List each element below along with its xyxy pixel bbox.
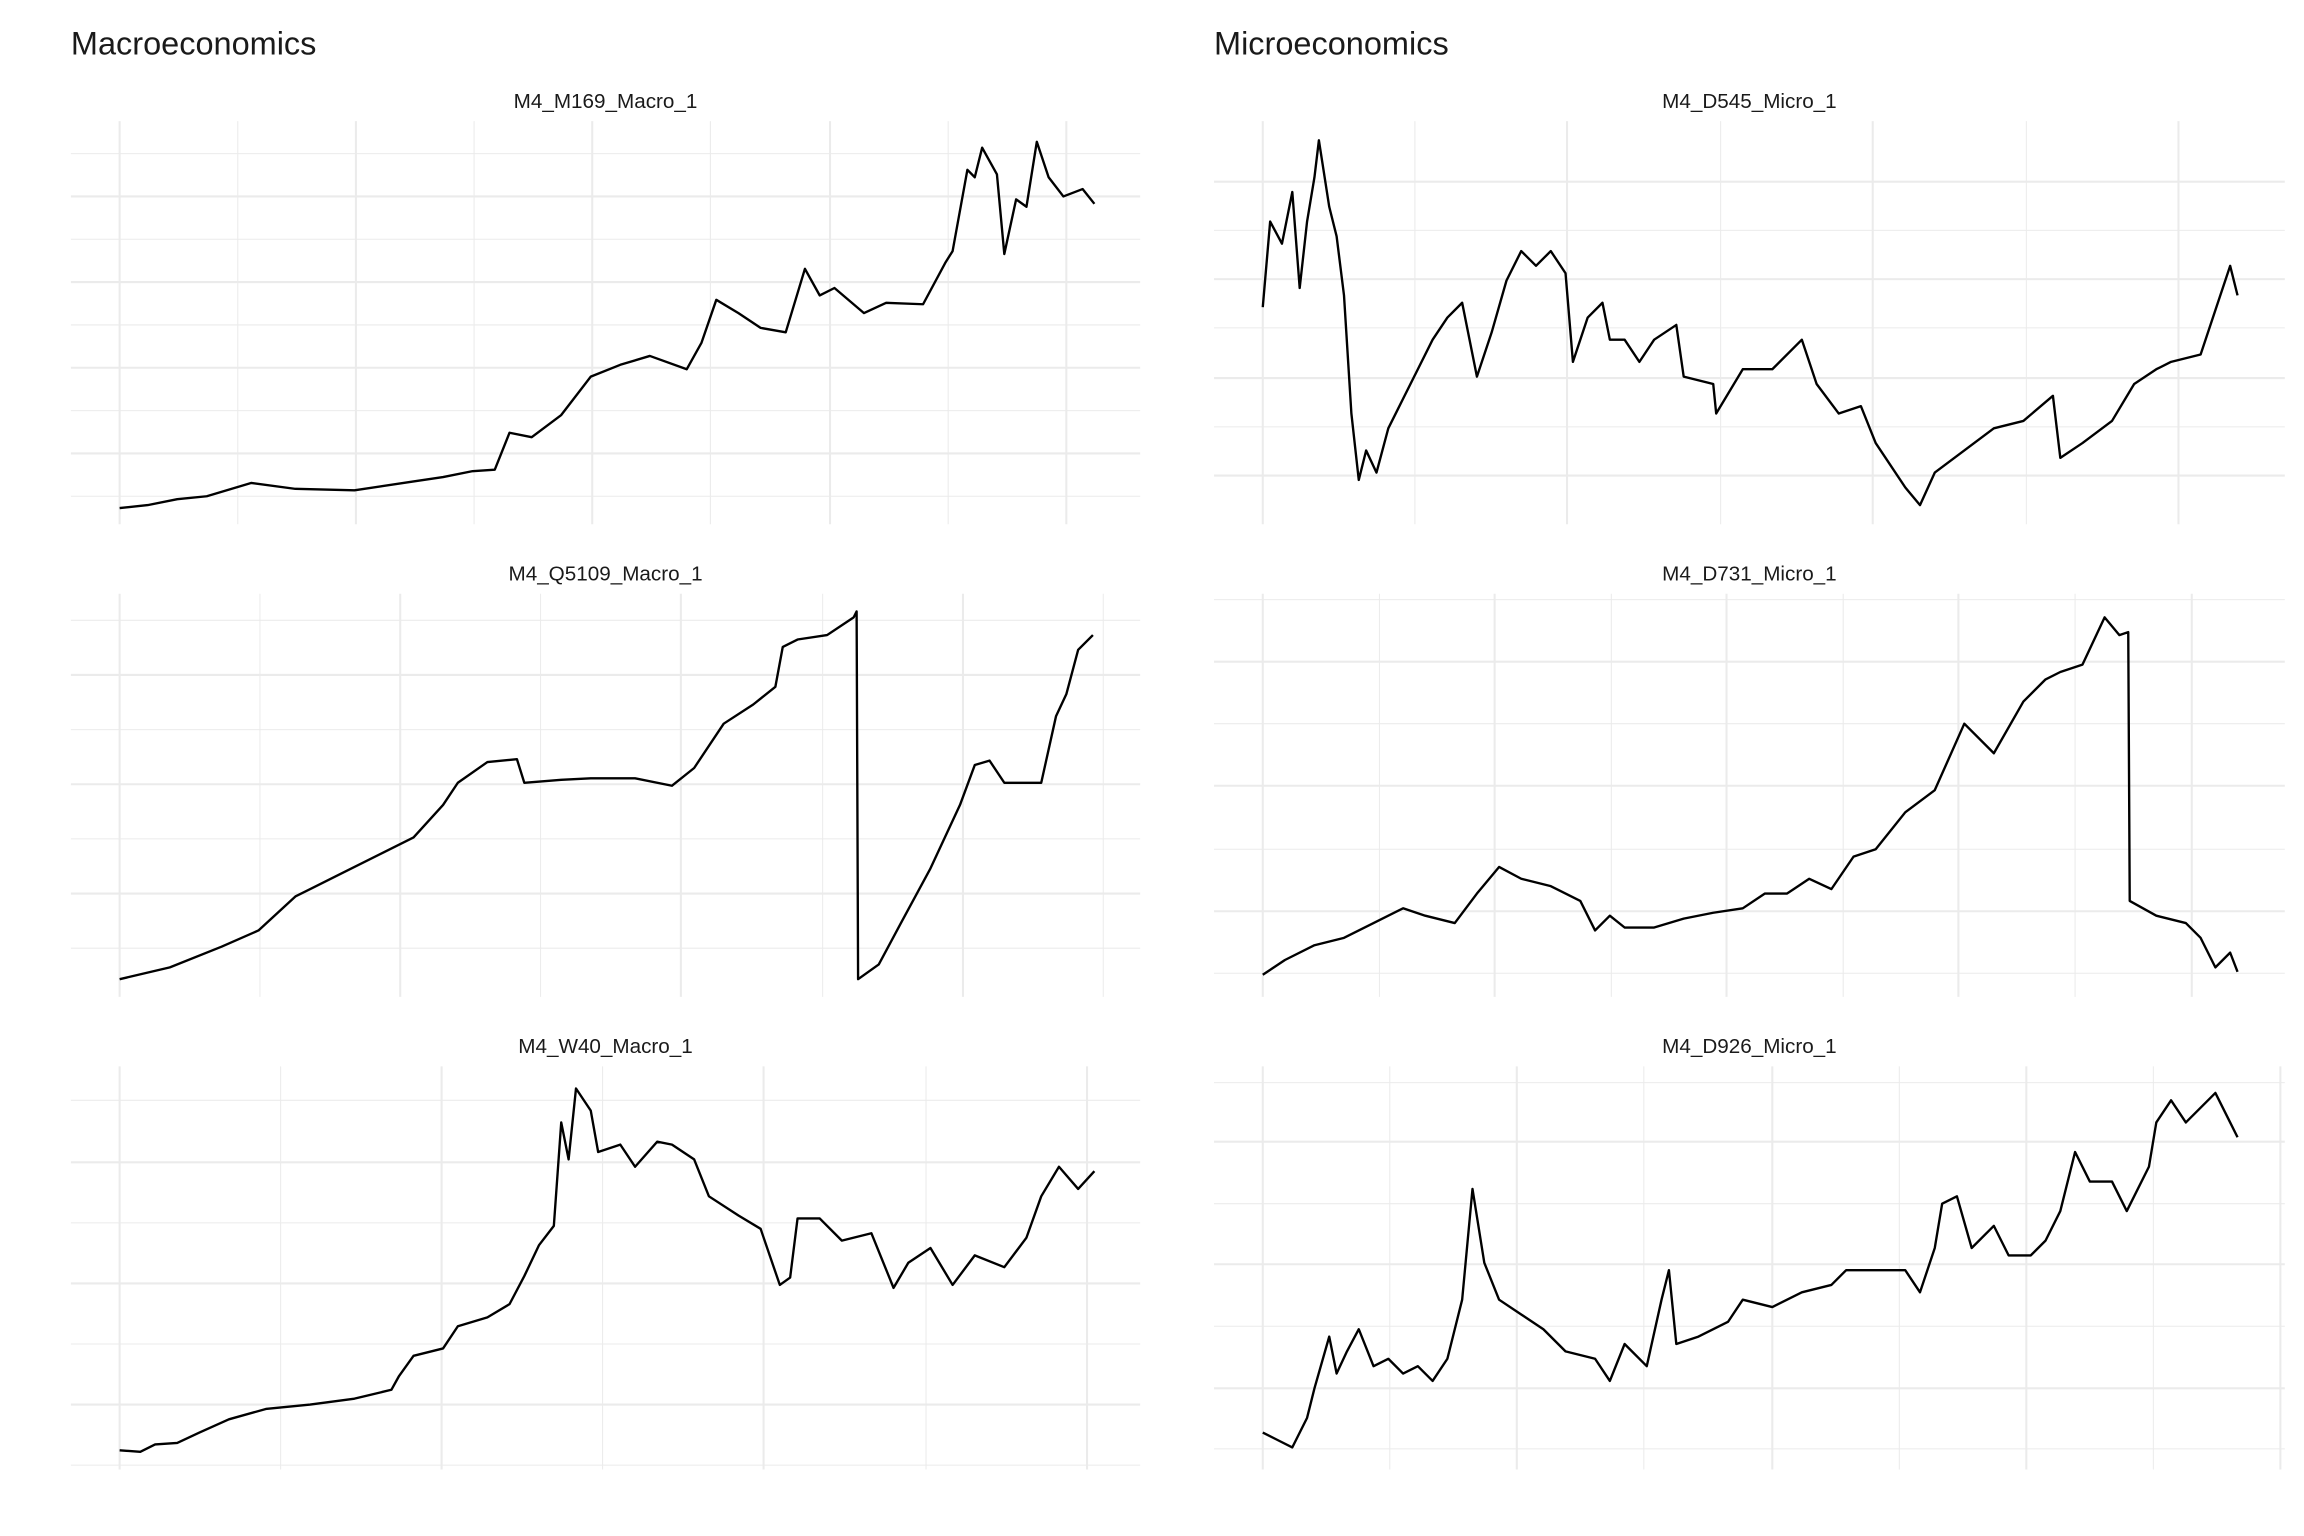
panel-title: M4_W40_Macro_1 [518,1035,693,1058]
series-line [1261,139,2239,507]
panel-title: M4_M169_Macro_1 [514,90,698,113]
panel-title: M4_D545_Micro_1 [1662,90,1837,113]
series-line [1262,616,2239,976]
panel-title: M4_Q5109_Macro_1 [509,562,703,585]
series-line [119,610,1094,981]
panel-title: M4_D731_Micro_1 [1662,562,1837,585]
section-heading: Microeconomics [1214,26,1449,62]
series-line [119,140,1096,510]
series-line [119,1087,1096,1453]
panel-title: M4_D926_Micro_1 [1662,1035,1837,1058]
series-line [1262,1091,2239,1449]
section-heading: Macroeconomics [71,26,317,62]
